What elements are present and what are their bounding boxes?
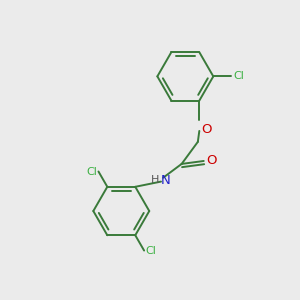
Text: O: O bbox=[202, 123, 212, 136]
Text: Cl: Cl bbox=[146, 246, 157, 256]
Text: O: O bbox=[206, 154, 217, 167]
Text: Cl: Cl bbox=[86, 167, 97, 176]
Text: H: H bbox=[151, 175, 160, 185]
Text: Cl: Cl bbox=[233, 71, 244, 81]
Text: N: N bbox=[161, 174, 171, 187]
